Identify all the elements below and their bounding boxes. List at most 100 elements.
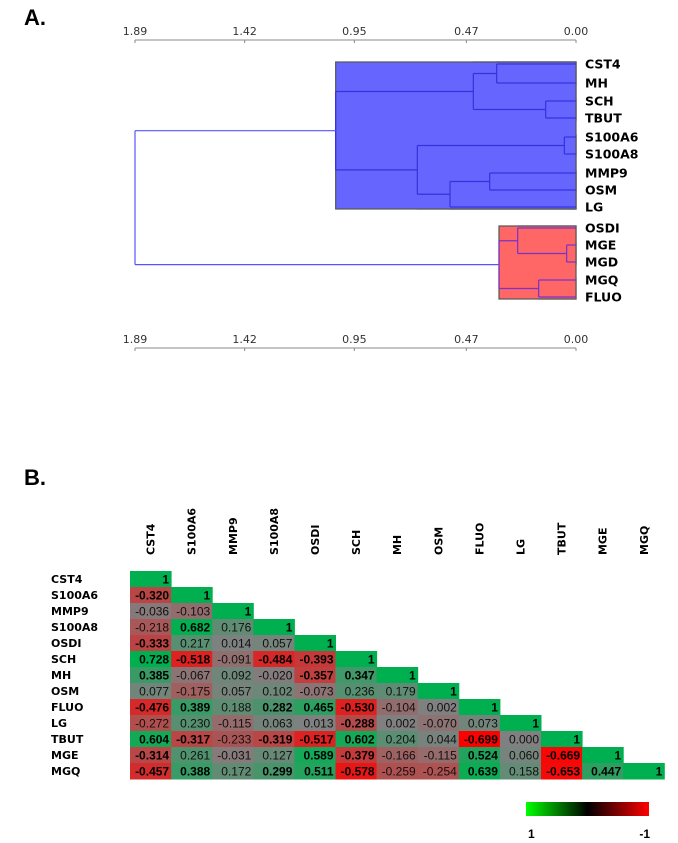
- heatmap-cell-label: 0.014: [221, 637, 251, 651]
- heatmap-cell: [130, 747, 172, 764]
- heatmap-cell: [253, 683, 295, 700]
- heatmap-cell-label: 0.000: [509, 733, 539, 747]
- axis-tick-label-top: 1.42: [232, 25, 257, 38]
- row-header-osdi: OSDI: [51, 637, 82, 650]
- column-header-lg: LG: [514, 539, 527, 555]
- heatmap-cell-label: -0.091: [217, 653, 251, 667]
- heatmap-cell-label: 1: [245, 605, 252, 619]
- heatmap-cell-label: 0.013: [303, 717, 333, 731]
- heatmap-cell-label: 0.102: [262, 685, 292, 699]
- heatmap-cell: [253, 731, 295, 748]
- heatmap-cell-label: -0.020: [258, 669, 292, 683]
- heatmap-cell: [294, 763, 336, 780]
- row-header-fluo: FLUO: [51, 701, 83, 714]
- row-header-mmp9: MMP9: [51, 605, 89, 618]
- heatmap-cell-label: 1: [573, 733, 580, 747]
- heatmap-cell: [171, 699, 213, 716]
- row-header-cst4: CST4: [51, 573, 83, 586]
- heatmap-cell-label: 1: [532, 717, 539, 731]
- heatmap-cell: [171, 747, 213, 764]
- column-header-mmp9: MMP9: [227, 517, 240, 555]
- heatmap-cell: [294, 651, 336, 668]
- dendrogram-chart: 1.89 1.42 0.95 0.47 0.00 1.89 1.42 0.95 0.47 0.00…: [123, 25, 639, 351]
- heatmap-cell-label: -0.530: [341, 701, 375, 715]
- heatmap-cell-label: 0.179: [386, 685, 416, 699]
- heatmap-cell-label: -0.393: [299, 653, 333, 667]
- heatmap-cell-label: -0.476: [135, 701, 169, 715]
- heatmap-cell-label: 1: [409, 669, 416, 683]
- heatmap-cell: [130, 731, 172, 748]
- row-header-osm: OSM: [51, 685, 79, 698]
- heatmap-cell-label: 0.602: [345, 733, 375, 747]
- heatmap-cell: [376, 683, 419, 700]
- heatmap-cell-label: 0.728: [139, 653, 169, 667]
- heatmap-cell: [130, 667, 172, 684]
- row-header-s100a8: S100A8: [51, 621, 98, 634]
- heatmap-cell: [417, 747, 460, 764]
- heatmap-cell: [212, 715, 254, 732]
- heatmap-cell: [499, 731, 542, 748]
- heatmap-cell-label: 0.465: [303, 701, 333, 715]
- heatmap-cell: [171, 667, 213, 684]
- heatmap-cell: [253, 635, 295, 652]
- heatmap-cell-label: 0.230: [180, 717, 210, 731]
- heatmap-cell-label: 0.282: [262, 701, 292, 715]
- row-header-mge: MGE: [51, 749, 79, 762]
- heatmap-cell: [171, 763, 213, 780]
- color-scale-min-label: 1: [528, 827, 535, 841]
- cluster-fill-blue: [335, 61, 577, 210]
- heatmap-cell: [458, 747, 501, 764]
- heatmap-cell: [212, 667, 254, 684]
- heatmap-cell: [171, 587, 213, 604]
- leaf-label-lg: LG: [585, 200, 603, 215]
- heatmap-cell-label: 1: [656, 765, 663, 779]
- heatmap-cell-label: -0.031: [217, 749, 251, 763]
- heatmap-cell: [171, 683, 213, 700]
- heatmap-cell: [253, 747, 295, 764]
- heatmap-cell-label: 1: [327, 637, 334, 651]
- heatmap-cell-label: 0.092: [221, 669, 251, 683]
- heatmap-cell: [335, 699, 378, 716]
- leaf-label-tbut: TBUT: [585, 111, 622, 126]
- column-header-mgq: MGQ: [638, 526, 651, 555]
- heatmap-cell: [335, 731, 378, 748]
- column-header-fluo: FLUO: [473, 523, 486, 555]
- heatmap-cell: [582, 747, 624, 764]
- heatmap-cell-label: -0.333: [135, 637, 169, 651]
- heatmap-cell: [171, 635, 213, 652]
- heatmap-cell-label: 0.002: [386, 717, 416, 731]
- heatmap-cell: [253, 667, 295, 684]
- heatmap-cell-label: 0.385: [139, 669, 169, 683]
- heatmap-cell: [417, 763, 460, 780]
- heatmap-cell: [294, 747, 336, 764]
- heatmap-cell: [171, 603, 213, 620]
- heatmap-cell: [458, 763, 501, 780]
- heatmap-cell-label: -0.699: [464, 733, 498, 747]
- heatmap-cell: [335, 715, 378, 732]
- heatmap-cell-label: 0.044: [427, 733, 457, 747]
- heatmap-cell: [171, 651, 213, 668]
- heatmap-cell: [294, 699, 336, 716]
- heatmap-cell: [212, 747, 254, 764]
- heatmap-cell: [130, 587, 172, 604]
- color-scale-max-label: -1: [639, 827, 650, 841]
- heatmap-cell-label: -0.104: [382, 701, 416, 715]
- heatmap-cell-label: -0.166: [382, 749, 416, 763]
- axis-tick-label-top: 0.47: [454, 25, 479, 38]
- heatmap-cell-label: 0.127: [262, 749, 292, 763]
- heatmap-cell: [130, 635, 172, 652]
- heatmap-cell-label: 0.236: [345, 685, 375, 699]
- row-header-lg: LG: [51, 717, 67, 730]
- leaf-label-sch: SCH: [585, 94, 614, 109]
- heatmap-cell: [376, 667, 419, 684]
- column-header-s100a8: S100A8: [268, 508, 281, 555]
- heatmap-cell: [582, 763, 624, 780]
- heatmap-cell-label: 1: [162, 573, 169, 587]
- heatmap-cell-label: -0.357: [299, 669, 333, 683]
- heatmap-cell-label: 1: [491, 701, 498, 715]
- leaf-label-mh: MH: [585, 76, 608, 91]
- heatmap-cell-label: 0.002: [427, 701, 457, 715]
- heatmap-cell: [253, 619, 295, 636]
- axis-tick-label-top: 1.89: [123, 25, 148, 38]
